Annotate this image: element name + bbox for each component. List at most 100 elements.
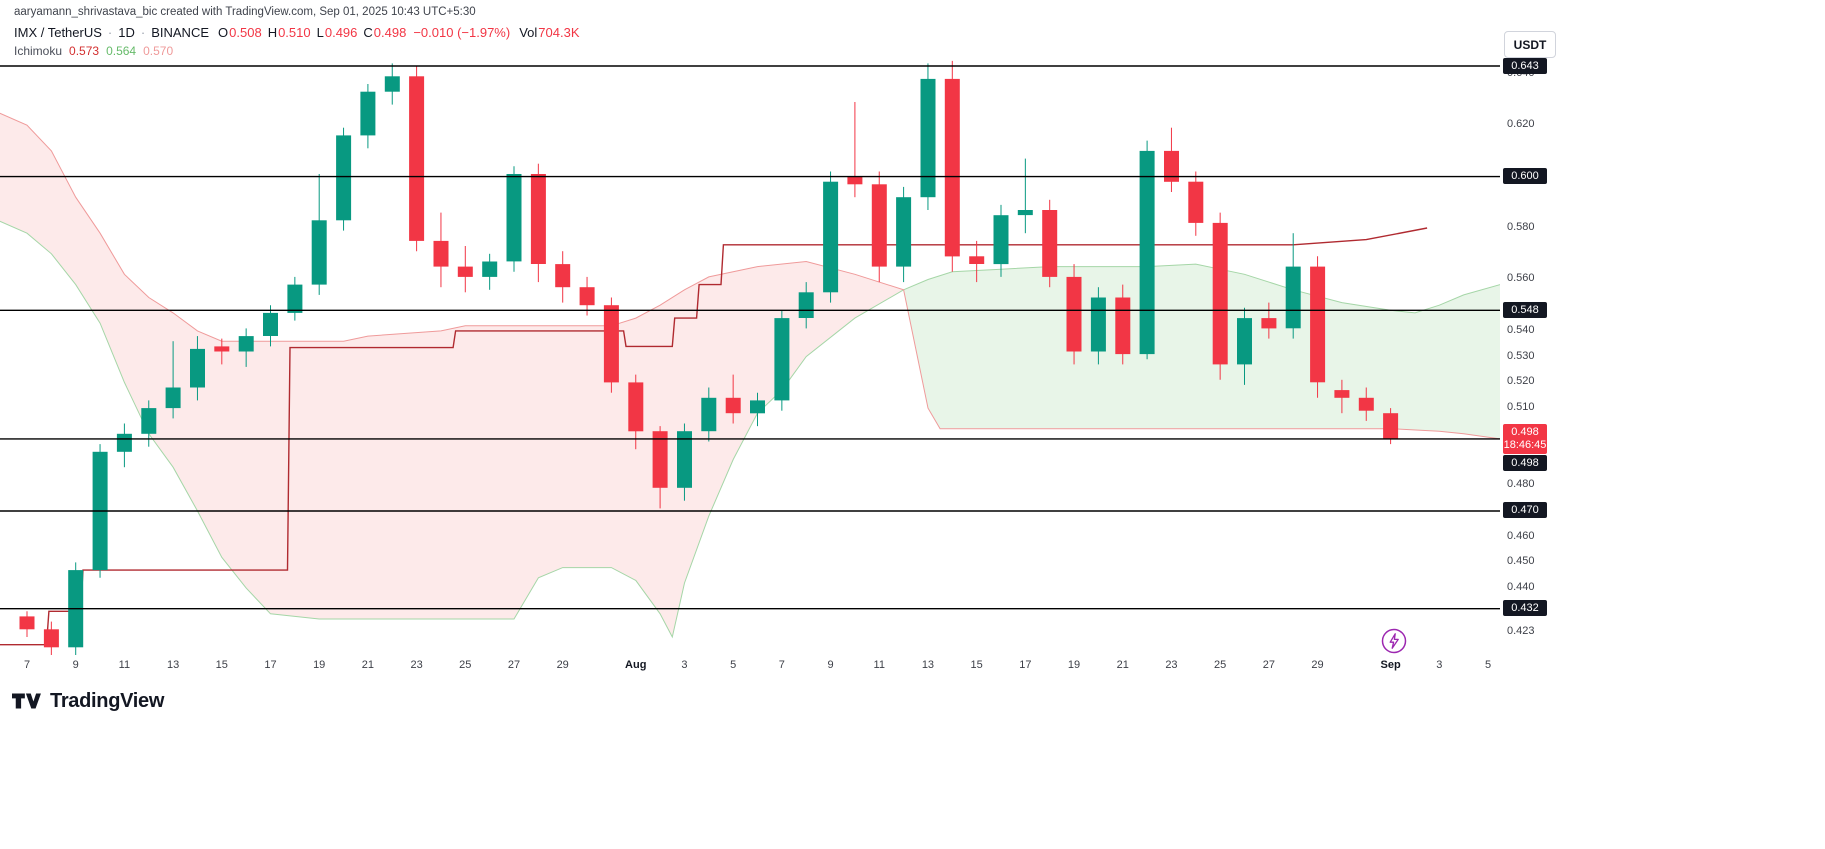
time-tick-label: 13 (166, 659, 180, 671)
separator-dot: · (140, 25, 146, 40)
close-value: 0.498 (373, 25, 407, 40)
price-level-label: 0.432 (1503, 600, 1547, 617)
volume-value: 704.3K (538, 25, 580, 40)
price-tick-label: 0.440 (1507, 581, 1535, 594)
senkou-span-a-line (0, 220, 1501, 639)
time-tick-label: 15 (970, 659, 983, 671)
candle-body (530, 174, 546, 264)
low-label: L (316, 25, 324, 40)
candle-body (482, 261, 498, 277)
candle-body (701, 397, 717, 432)
candle-body (409, 76, 425, 241)
candle-body (1139, 150, 1155, 355)
candle-body (263, 312, 278, 336)
candle-body (847, 176, 863, 185)
price-tick-label: 0.480 (1507, 478, 1535, 491)
price-tick-label: 0.620 (1507, 118, 1535, 131)
tradingview-logo[interactable]: TradingView (12, 688, 164, 714)
candle-body (19, 616, 35, 630)
interval-label[interactable]: 1D (118, 25, 135, 40)
indicator-legend-row: Ichimoku 0.573 0.564 0.570 (14, 44, 579, 58)
candle-body (823, 181, 839, 293)
legend-symbol-row: IMX / TetherUS · 1D · BINANCE O 0.508 H 0.… (14, 25, 579, 40)
ohlc-values: O 0.508 H 0.510 L 0.496 C 0.498 (218, 25, 406, 40)
symbol-title[interactable]: IMX / TetherUS (14, 25, 102, 40)
time-tick-label: 29 (556, 659, 569, 671)
candle-body (433, 240, 449, 267)
candle-body (677, 431, 692, 488)
time-tick-label: 3 (681, 659, 688, 671)
last-price-value: 0.498 (1511, 425, 1539, 438)
time-tick-label: 5 (730, 659, 737, 671)
brand-name: TradingView (50, 689, 165, 712)
price-tick-label: 0.520 (1507, 375, 1535, 388)
lightning-bolt-button[interactable] (1381, 628, 1407, 654)
candle-body (969, 256, 985, 264)
time-tick-label: 13 (921, 659, 935, 671)
price-level-label: 0.643 (1503, 57, 1547, 74)
time-tick-label: Sep (1380, 659, 1401, 671)
volume-label: Vol (519, 25, 538, 40)
candle-body (725, 397, 741, 414)
candle-body (1066, 276, 1082, 352)
indicator-name[interactable]: Ichimoku (14, 44, 63, 58)
tradingview-logo-icon (12, 693, 41, 709)
time-tick-label: 11 (118, 659, 131, 671)
currency-button[interactable]: USDT (1504, 31, 1556, 58)
candlestick-chart-svg (0, 60, 1501, 655)
time-tick-label: Aug (625, 659, 647, 671)
time-tick-label: 29 (1311, 659, 1324, 671)
ichimoku-value-1: 0.573 (69, 44, 100, 58)
time-tick-label: 23 (410, 659, 423, 671)
watermark-text: aaryamann_shrivastava_bic created with T… (14, 6, 476, 18)
candle-body (555, 264, 571, 288)
close-label: C (363, 25, 373, 40)
high-value: 0.510 (278, 25, 311, 40)
price-tick-label: 0.580 (1507, 221, 1535, 234)
candle-body (628, 382, 644, 432)
candle-body (384, 76, 400, 92)
candle-body (1212, 222, 1228, 365)
price-chart-pane[interactable] (0, 0, 1501, 658)
time-tick-label: 23 (1165, 659, 1178, 671)
time-tick-label: 25 (1214, 659, 1227, 671)
candle-body (506, 174, 522, 262)
open-value: 0.508 (229, 25, 262, 40)
time-axis[interactable]: 7 9 11 13 15 17 19 21 23 25 27 29 Aug 3 5 7 9 11 13 15 17 19 2… (0, 655, 1500, 681)
price-level-label: 0.548 (1503, 301, 1547, 318)
exchange-label: BINANCE (151, 25, 210, 40)
candle-body (165, 387, 181, 409)
candle-body (896, 197, 912, 267)
price-level-label: 0.470 (1503, 502, 1547, 519)
candle-body (1042, 210, 1058, 277)
candle-body (920, 78, 936, 198)
candle-body (1310, 266, 1326, 383)
time-tick-label: 19 (1067, 659, 1081, 671)
time-tick-label: 7 (23, 659, 31, 671)
candle-body (1358, 397, 1374, 411)
lightning-bolt-icon (1381, 628, 1407, 654)
candle-body (238, 336, 254, 352)
candle-body (1188, 181, 1204, 223)
time-tick-label: 7 (778, 659, 785, 671)
price-tick-label: 0.450 (1507, 555, 1535, 568)
candle-body (1285, 266, 1301, 329)
price-level-label: 0.600 (1503, 168, 1547, 185)
candle-body (43, 629, 59, 648)
price-tick-label: 0.423 (1507, 624, 1535, 637)
candle-body (214, 346, 230, 352)
candle-body (750, 400, 765, 414)
ichimoku-value-2: 0.564 (106, 44, 137, 58)
ichimoku-bearish-cloud (0, 113, 904, 637)
time-tick-label: 3 (1436, 659, 1443, 671)
price-axis[interactable]: 0.498 18:46:45 0.6400.6200.5800.5600.540… (1500, 0, 1575, 680)
candle-body (993, 215, 1009, 265)
last-price-label: 0.498 18:46:45 (1503, 423, 1547, 454)
candle-body (360, 91, 376, 136)
candle-body (141, 408, 157, 434)
time-tick-label: 27 (507, 659, 521, 671)
candle-body (871, 184, 887, 267)
candle-body (652, 431, 668, 488)
time-tick-label: 9 (827, 659, 834, 671)
